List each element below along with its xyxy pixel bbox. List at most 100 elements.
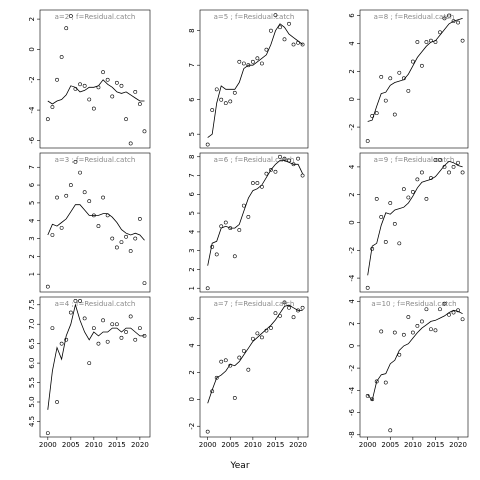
panel-frame [359, 152, 469, 293]
data-point [397, 70, 402, 75]
data-point [137, 102, 142, 106]
data-point [64, 193, 69, 198]
data-point [50, 326, 55, 331]
data-point [55, 400, 59, 404]
y-tick-label: -4 [28, 106, 36, 114]
data-point [406, 315, 411, 319]
data-point [392, 330, 397, 335]
data-point [55, 77, 59, 82]
y-tick-label: 8 [188, 28, 196, 32]
y-tick-label: 8 [188, 155, 196, 159]
data-point [114, 322, 119, 327]
data-point [273, 311, 278, 316]
data-point [137, 326, 142, 331]
data-point [282, 37, 287, 42]
data-point [365, 393, 370, 398]
data-point [300, 305, 305, 310]
data-point [438, 158, 442, 162]
x-axis-title: Year [229, 461, 249, 471]
data-point [433, 328, 438, 333]
data-point [287, 305, 291, 310]
y-tick-label: 5 [188, 211, 196, 215]
x-tick-label: 2005 [381, 441, 399, 449]
x-tick-label: 2020 [289, 441, 307, 449]
data-point [392, 112, 397, 117]
y-tick-label: 5.0 [28, 396, 36, 407]
data-point [119, 83, 124, 88]
data-point [142, 281, 147, 285]
data-point [447, 312, 451, 317]
y-tick-label: 0 [28, 47, 36, 51]
y-tick-label: 4 [348, 164, 356, 169]
data-point [73, 298, 78, 303]
data-point [415, 40, 420, 44]
y-tick-label: -2 [28, 76, 36, 83]
data-point [119, 240, 124, 245]
y-tick-label: 7 [28, 165, 36, 169]
data-point [401, 187, 406, 192]
data-point [205, 142, 210, 147]
data-point [433, 158, 438, 162]
y-tick-label: 6 [348, 13, 356, 18]
data-point [460, 317, 465, 322]
data-point [119, 335, 124, 340]
data-point [374, 111, 379, 116]
data-point [365, 285, 370, 290]
data-point [442, 301, 447, 306]
data-point [59, 225, 64, 230]
data-point [87, 199, 92, 204]
data-point [447, 13, 451, 18]
data-point [379, 75, 384, 79]
x-tick-label: 2010 [85, 441, 103, 449]
data-point [223, 358, 228, 363]
data-point [296, 156, 300, 161]
data-point [388, 428, 393, 433]
y-tick-label: -2 [348, 247, 356, 254]
y-tick-label: 5 [188, 132, 196, 136]
data-point [78, 170, 82, 175]
smooth-line [367, 160, 463, 276]
y-tick-label: 3 [28, 236, 36, 240]
data-point [255, 56, 260, 61]
data-point [133, 337, 138, 342]
data-point [133, 236, 138, 241]
x-tick-label: 2000 [359, 441, 377, 449]
data-point [96, 224, 101, 228]
x-tick-label: 2005 [62, 441, 80, 449]
panel-title: a=2 ; f=Residual.catch [55, 13, 136, 21]
data-point [379, 329, 384, 334]
data-point [250, 336, 255, 341]
smooth-line [47, 204, 145, 241]
data-point [406, 195, 411, 200]
data-point [205, 429, 210, 434]
panel-title: a=6 ; f=Residual.catch [214, 156, 295, 164]
data-point [101, 70, 105, 75]
panel-frame [359, 296, 469, 438]
y-tick-label: 2 [348, 321, 356, 325]
x-tick-label: 2000 [39, 441, 57, 449]
data-point [429, 327, 433, 332]
smooth-line [207, 160, 303, 266]
y-tick-label: 2 [348, 69, 356, 73]
data-point [415, 323, 420, 328]
data-point [397, 241, 402, 246]
y-tick-label: 6 [188, 97, 196, 102]
data-point [300, 42, 305, 47]
data-point [438, 30, 442, 35]
data-point [291, 315, 296, 320]
y-tick-label: -2 [188, 423, 196, 430]
data-point [383, 98, 388, 103]
data-point [82, 316, 87, 321]
panel-frame [199, 296, 309, 438]
y-tick-label: 3 [188, 248, 196, 252]
smooth-line [207, 304, 303, 404]
data-point [388, 201, 393, 205]
panel-frame [39, 296, 151, 438]
y-tick-label: 4.5 [28, 416, 36, 427]
data-point [114, 245, 119, 250]
data-point [250, 181, 255, 185]
data-point [91, 106, 96, 111]
data-point [456, 308, 460, 313]
data-point [456, 160, 460, 165]
data-point [456, 20, 460, 25]
